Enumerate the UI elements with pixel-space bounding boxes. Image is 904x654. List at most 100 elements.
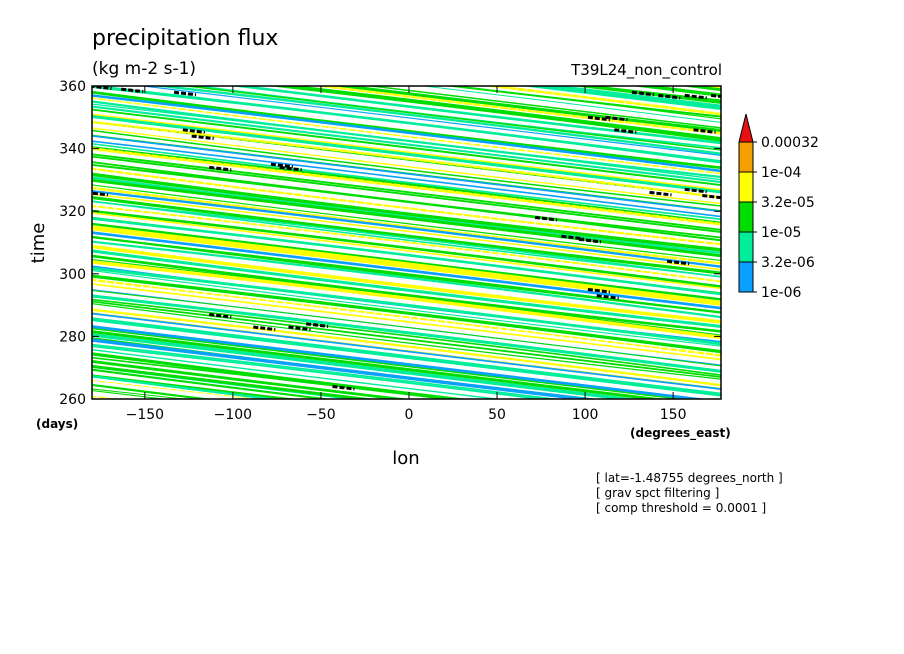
colorbar-label: 0.00032 bbox=[761, 135, 819, 151]
contour-band bbox=[92, 127, 721, 205]
contour-band bbox=[92, 249, 721, 329]
contour-band bbox=[92, 94, 721, 173]
contour-band bbox=[331, 86, 721, 133]
contour-band bbox=[92, 114, 721, 194]
contour-band bbox=[92, 290, 721, 367]
threshold-marker bbox=[658, 93, 681, 100]
x-tick-label: 0 bbox=[405, 407, 414, 423]
x-axis-label: lon bbox=[392, 448, 419, 469]
contour-band bbox=[311, 86, 721, 135]
chart-title: precipitation flux bbox=[92, 26, 278, 51]
threshold-marker bbox=[534, 215, 558, 222]
contour-band bbox=[92, 318, 721, 397]
contour-band bbox=[92, 345, 547, 399]
y-tick-label: 300 bbox=[59, 267, 86, 283]
colorbar-segment bbox=[738, 231, 754, 263]
contour-band bbox=[452, 86, 721, 120]
contour-band bbox=[92, 368, 333, 399]
contour-band bbox=[92, 227, 721, 306]
contour-band bbox=[92, 348, 503, 399]
units-label: (kg m-2 s-1) bbox=[92, 59, 196, 79]
contour-band bbox=[92, 274, 721, 354]
contour-band bbox=[92, 134, 721, 212]
colorbar-label: 1e-04 bbox=[761, 165, 801, 181]
annotation-latitude: [ lat=-1.48755 degrees_north ] bbox=[596, 471, 783, 485]
contour-band bbox=[92, 147, 721, 226]
contour-band bbox=[419, 86, 721, 123]
y-tick-label: 340 bbox=[59, 142, 86, 158]
contour-band bbox=[92, 103, 721, 181]
contour-band bbox=[92, 244, 721, 324]
y-tick-label: 320 bbox=[59, 204, 86, 220]
threshold-marker bbox=[578, 237, 602, 244]
contour-band bbox=[92, 298, 721, 376]
experiment-label: T39L24_non_control bbox=[570, 61, 722, 80]
colorbar-label: 1e-06 bbox=[761, 285, 801, 301]
contour-band bbox=[92, 186, 721, 265]
colorbar-segment bbox=[738, 261, 754, 293]
threshold-marker bbox=[279, 165, 302, 172]
contour-band bbox=[92, 279, 721, 357]
contour-band bbox=[92, 236, 721, 314]
contour-band bbox=[92, 294, 721, 373]
contour-band bbox=[92, 300, 721, 378]
y-tick-label: 360 bbox=[59, 79, 86, 95]
contour-band bbox=[92, 259, 721, 336]
contour-band bbox=[229, 86, 721, 145]
contour-band bbox=[92, 178, 721, 258]
contour-band bbox=[92, 205, 721, 283]
x-tick-label: 150 bbox=[660, 407, 687, 423]
x-unit-label: (degrees_east) bbox=[630, 426, 731, 441]
threshold-marker bbox=[684, 187, 707, 194]
contour-band bbox=[92, 231, 721, 310]
contour-field bbox=[92, 86, 721, 399]
contour-band bbox=[92, 97, 721, 175]
threshold-marker bbox=[587, 115, 611, 122]
threshold-marker bbox=[649, 190, 672, 197]
threshold-marker bbox=[605, 115, 628, 122]
contour-band bbox=[92, 200, 721, 278]
contour-band bbox=[92, 312, 721, 390]
threshold-marker bbox=[631, 90, 655, 97]
contour-band bbox=[92, 190, 721, 268]
threshold-markers bbox=[92, 86, 721, 391]
contour-band bbox=[267, 86, 721, 142]
contour-band bbox=[518, 86, 721, 111]
contour-band bbox=[92, 193, 721, 271]
y-tick-label: 280 bbox=[59, 329, 86, 345]
contour-band bbox=[444, 86, 721, 118]
plot-frame bbox=[91, 85, 722, 400]
x-tick-label: −50 bbox=[306, 407, 336, 423]
contour-band bbox=[92, 222, 721, 301]
contour-band bbox=[177, 86, 721, 151]
contour-band bbox=[92, 375, 282, 399]
contour-band bbox=[92, 240, 721, 319]
contour-band bbox=[679, 86, 721, 92]
contour-band bbox=[92, 146, 721, 225]
contour-band bbox=[92, 333, 642, 399]
annotation-threshold: [ comp threshold = 0.0001 ] bbox=[596, 501, 766, 515]
contour-band bbox=[92, 270, 721, 347]
threshold-marker bbox=[173, 90, 197, 97]
contour-band bbox=[92, 163, 721, 242]
contour-band bbox=[92, 343, 561, 399]
threshold-marker bbox=[92, 191, 109, 197]
threshold-marker bbox=[666, 259, 690, 266]
contour-band bbox=[92, 283, 721, 361]
contour-band bbox=[92, 142, 721, 221]
threshold-marker bbox=[596, 294, 619, 300]
y-tick-label: 260 bbox=[59, 392, 86, 408]
contour-band bbox=[92, 360, 410, 399]
threshold-marker bbox=[614, 128, 637, 134]
colorbar-segment bbox=[738, 171, 754, 203]
contour-band bbox=[92, 388, 188, 399]
x-tick-label: −100 bbox=[214, 407, 252, 423]
threshold-marker bbox=[684, 93, 707, 100]
y-axis-ticks: 260 280 300 320 340 360 bbox=[59, 79, 721, 408]
contour-band bbox=[481, 86, 721, 116]
threshold-marker bbox=[288, 325, 311, 332]
contour-band bbox=[92, 356, 452, 399]
contour-band bbox=[92, 266, 721, 346]
contour-band bbox=[92, 383, 214, 399]
contour-band bbox=[92, 140, 721, 218]
